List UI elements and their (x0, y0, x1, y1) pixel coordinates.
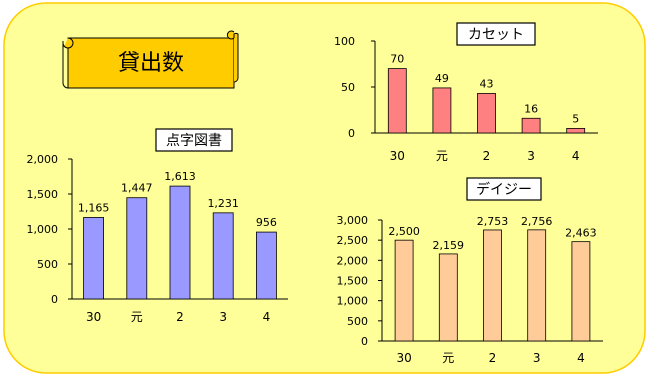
x-tick-label: 3 (527, 149, 535, 163)
x-tick-label: 元 (442, 351, 454, 365)
chart-title: デイジー (476, 181, 532, 198)
y-tick-label: 100 (334, 35, 355, 48)
x-tick-label: 3 (533, 351, 541, 365)
bar (394, 239, 414, 342)
bar (432, 87, 452, 134)
bar (483, 229, 502, 342)
x-tick-label: 元 (436, 149, 448, 163)
bar-value-label: 5 (572, 112, 579, 125)
bar-value-label: 2,756 (521, 215, 553, 228)
x-tick-label: 2 (489, 351, 497, 365)
bar (126, 197, 148, 300)
bar-value-label: 49 (435, 72, 449, 85)
x-tick-label: 30 (86, 310, 101, 324)
bar-value-label: 43 (480, 77, 494, 90)
y-tick-label: 500 (37, 258, 58, 271)
y-tick-label: 0 (51, 293, 58, 306)
bar (527, 229, 547, 342)
x-tick-label: 4 (577, 351, 585, 365)
chart-title-box (456, 22, 536, 46)
bar (83, 217, 104, 300)
y-tick-label: 2,500 (337, 234, 369, 247)
y-tick-label: 2,000 (27, 153, 59, 166)
y-tick-label: 2,000 (337, 254, 369, 267)
x-tick-label: 元 (131, 310, 143, 324)
y-tick-label: 1,500 (337, 275, 369, 288)
chart-daisy: デイジー 0 500 1,000 1,500 2,000 2,500 3,000 2,500 30… (337, 177, 603, 365)
x-tick-label: 2 (176, 310, 184, 324)
bar-value-label: 1,165 (78, 201, 110, 214)
bar-value-label: 16 (524, 102, 538, 115)
bar-value-label: 1,447 (121, 182, 153, 195)
x-tick-label: 3 (219, 310, 227, 324)
y-tick-label: 50 (341, 81, 355, 94)
chart-braille-books: 点字図書 0 500 1,000 1,500 2,000 1,165 30 1,447 元 1,61… (27, 128, 288, 324)
y-tick-label: 500 (347, 315, 368, 328)
chart-title: カセット (468, 27, 524, 43)
page-title: 貸出数 (118, 51, 184, 76)
x-tick-label: 30 (396, 351, 411, 365)
bar-value-label: 1,231 (207, 197, 239, 210)
bar-value-label: 2,159 (433, 239, 465, 252)
y-tick-label: 1,000 (337, 295, 369, 308)
y-tick-label: 1,500 (27, 188, 59, 201)
x-tick-label: 4 (263, 310, 271, 324)
bar (438, 253, 458, 342)
y-tick-label: 3,000 (337, 214, 369, 227)
title-scroll-banner: 貸出数 (62, 30, 239, 89)
bar-value-label: 70 (390, 53, 404, 66)
x-tick-label: 30 (390, 149, 405, 163)
chart-title-box (155, 128, 233, 152)
y-tick-label: 1,000 (27, 223, 59, 236)
bar (566, 127, 586, 134)
bar (387, 68, 407, 134)
bar (477, 93, 496, 134)
y-tick-label: 0 (361, 335, 368, 348)
x-tick-label: 4 (572, 149, 580, 163)
bar-value-label: 2,753 (477, 215, 509, 228)
bar (169, 185, 191, 300)
bar-value-label: 956 (256, 216, 277, 229)
bar-value-label: 2,463 (565, 227, 597, 240)
bar (571, 241, 591, 342)
y-tick-label: 0 (348, 127, 355, 140)
bar (521, 117, 541, 134)
bar (255, 231, 277, 300)
chart-cassette: カセット 0 50 100 70 30 49 元 43 2 16 3 5 4 (334, 22, 598, 163)
bar-value-label: 2,500 (388, 225, 420, 238)
x-tick-label: 2 (483, 149, 491, 163)
bar-value-label: 1,613 (164, 170, 196, 183)
chart-title-box (466, 177, 542, 201)
bar (212, 212, 234, 300)
chart-title: 点字図書 (166, 133, 222, 149)
